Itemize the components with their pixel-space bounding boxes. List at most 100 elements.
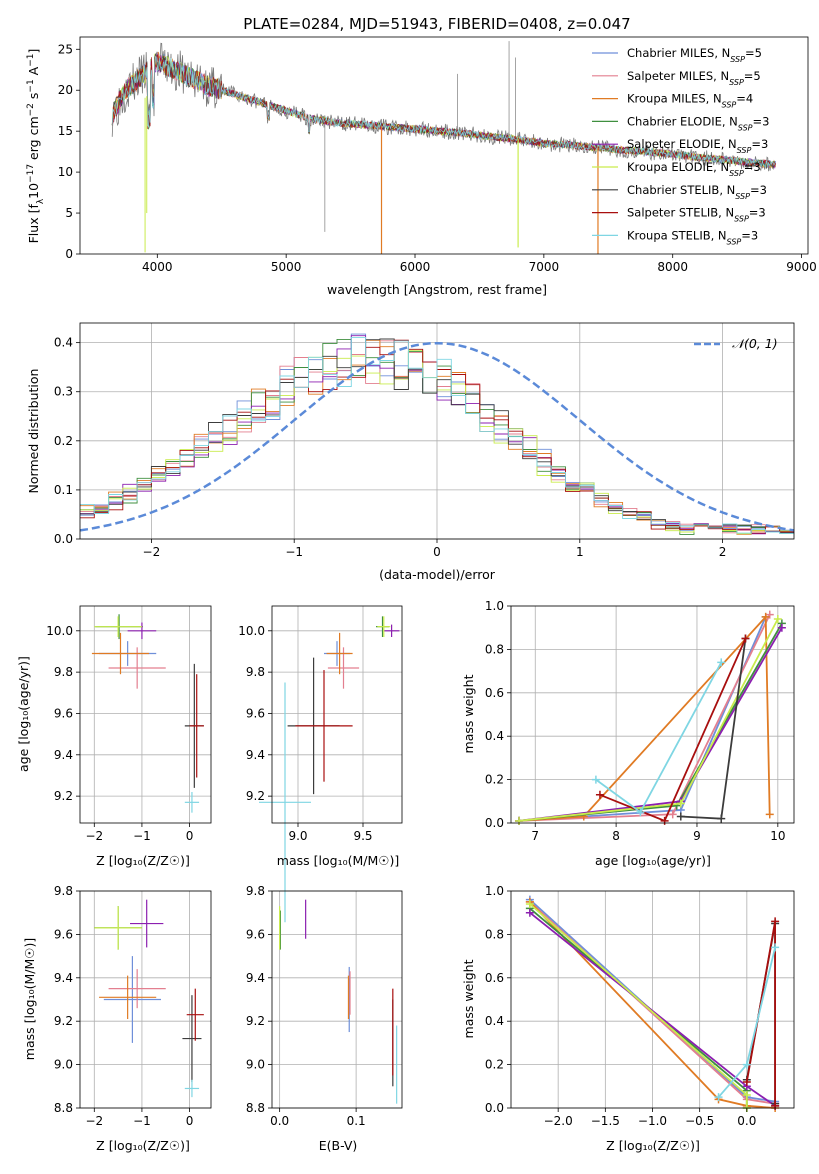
mass-ebv-axes-frame — [271, 890, 403, 1109]
kroupa-miles-weight-marker — [761, 612, 770, 621]
y-tick-label: 0.8 — [485, 642, 504, 656]
x-tick-label: 9.0 — [288, 829, 307, 843]
age-z-xlabel: Z [log₁₀(Z/Z☉)] — [96, 853, 190, 868]
y-tick-label: 0.8 — [485, 927, 504, 941]
chabrier-stelib-legend-label: Chabrier STELIB, NSSP=3 — [627, 183, 767, 201]
salpeter-stelib-weight-marker — [595, 790, 604, 799]
x-tick-label: 9.5 — [353, 829, 372, 843]
kroupa-elodie-errorbar-point — [94, 906, 142, 950]
y-tick-label: 10.0 — [46, 624, 73, 638]
x-tick-label: 6000 — [400, 260, 431, 274]
x-tick-label: 0 — [433, 545, 441, 559]
kroupa-elodie-weight-marker — [515, 816, 524, 825]
x-tick-label: 0 — [186, 829, 194, 843]
kroupa-stelib-weight-marker — [742, 1060, 751, 1069]
y-tick-label: 9.4 — [246, 748, 265, 762]
spectrum-panel: 4000 5000 6000 7000 8000 9000 0 5 10 15 20 25 PLATE… — [26, 15, 817, 297]
age-z-ylabel: age [log₁₀(age/yr)] — [16, 656, 31, 772]
histogram-xlabel: (data-model)/error — [379, 567, 496, 582]
chabrier-miles-errorbar-point — [103, 956, 161, 1043]
x-tick-label: 9 — [693, 829, 701, 843]
x-tick-label: −2 — [85, 1114, 103, 1128]
age-vs-z-panel: −2 −1 0 9.2 9.4 9.6 9.8 10.0 Z [log₁₀(Z/Z☉)] ag… — [16, 605, 212, 868]
kroupa-miles-weight-marker — [765, 810, 774, 819]
x-tick-label: −2.0 — [544, 1114, 573, 1128]
chabrier-miles-legend-label: Chabrier MILES, NSSP=5 — [627, 46, 762, 64]
age-z-axes-frame — [79, 605, 212, 824]
x-tick-label: 4000 — [142, 260, 173, 274]
chabrier-elodie-weight-marker — [672, 801, 681, 810]
y-tick-label: 9.2 — [246, 789, 265, 803]
weight-z-ylabel: mass weight — [461, 959, 476, 1038]
salpeter-elodie-legend-label: Salpeter ELODIE, NSSP=3 — [627, 137, 768, 155]
x-tick-label: 1 — [576, 545, 584, 559]
y-tick-label: 0.3 — [54, 385, 73, 399]
y-tick-label: 9.6 — [54, 927, 73, 941]
x-tick-label: 7000 — [529, 260, 560, 274]
salpeter-miles-weight-marker — [765, 610, 774, 619]
salpeter-miles-errorbar-point — [108, 647, 166, 689]
kroupa-stelib-weight-marker — [636, 808, 645, 817]
y-tick-label: 9.2 — [54, 1014, 73, 1028]
histogram-legend: 𝒩(0, 1) — [694, 336, 778, 351]
salpeter-stelib-weight-marker — [660, 816, 669, 825]
salpeter-stelib-weight-marker — [771, 917, 780, 926]
y-tick-label: 0 — [65, 247, 73, 261]
kroupa-stelib-weight-marker — [717, 658, 726, 667]
weight-vs-z-panel: −2.0 −1.5 −1.0 −0.5 0.0 0.0 0.2 0.4 0.6 0.8 1.0 Z … — [461, 884, 795, 1153]
kroupa-stelib-weight-marker — [771, 943, 780, 952]
salpeter-elodie-errorbar-point — [127, 622, 157, 640]
x-tick-label: 0.0 — [270, 1114, 289, 1128]
y-tick-label: 0.0 — [485, 1101, 504, 1115]
histogram-ylabel: Normed distribution — [26, 369, 41, 494]
age-mass-xlabel: mass [log₁₀(M/M☉)] — [277, 853, 399, 868]
y-tick-label: 1.0 — [485, 599, 504, 613]
x-tick-label: 8 — [612, 829, 620, 843]
salpeter-miles-legend-label: Salpeter MILES, NSSP=5 — [627, 69, 761, 87]
salpeter-elodie-weight-marker — [525, 908, 534, 917]
x-tick-label: 9000 — [786, 260, 817, 274]
salpeter-stelib-weight-marker — [771, 1101, 780, 1110]
y-tick-label: 1.0 — [485, 884, 504, 898]
y-tick-label: 20 — [58, 83, 73, 97]
normal-legend-label: 𝒩(0, 1) — [732, 336, 778, 351]
kroupa-miles-weight-line — [529, 901, 776, 1109]
salpeter-stelib-legend-label: Salpeter STELIB, NSSP=3 — [627, 206, 766, 224]
kroupa-elodie-weight-marker — [773, 615, 782, 624]
mass-z-axes-frame — [79, 890, 212, 1109]
residual-histogram-panel: −2 −1 0 1 2 0.0 0.1 0.2 0.3 0.4 (data-model)/erro… — [26, 322, 795, 582]
x-tick-label: −1 — [133, 829, 151, 843]
x-tick-label: 0.0 — [737, 1114, 756, 1128]
y-tick-label: 0.1 — [54, 483, 73, 497]
salpeter-elodie-errorbar-point — [130, 899, 164, 948]
y-tick-label: 15 — [58, 124, 73, 138]
kroupa-stelib-errorbar-point — [259, 682, 311, 923]
y-tick-label: 9.0 — [54, 1058, 73, 1072]
x-tick-label: −0.5 — [685, 1114, 714, 1128]
kroupa-stelib-weight-marker — [714, 1093, 723, 1102]
kroupa-elodie-legend-label: Kroupa ELODIE, NSSP=3 — [627, 160, 761, 178]
chabrier-stelib-weight-marker — [717, 814, 726, 823]
age-vs-mass-panel: 9.0 9.5 9.2 9.4 9.6 9.8 10.0 mass [log₁₀(M/M☉)… — [238, 605, 403, 923]
y-tick-label: 5 — [65, 206, 73, 220]
x-tick-label: −1.0 — [638, 1114, 667, 1128]
x-tick-label: −1 — [133, 1114, 151, 1128]
y-tick-label: 0.4 — [485, 729, 504, 743]
y-tick-label: 0.2 — [54, 434, 73, 448]
mass-ebv-xlabel: E(B-V) — [319, 1138, 358, 1153]
y-tick-label: 0.6 — [485, 971, 504, 985]
chabrier-stelib-errorbar-point — [182, 995, 202, 1082]
y-tick-label: 0.6 — [485, 686, 504, 700]
x-tick-label: 8000 — [657, 260, 688, 274]
y-tick-label: 0.2 — [485, 1058, 504, 1072]
x-tick-label: 5000 — [271, 260, 302, 274]
y-tick-label: 8.8 — [54, 1101, 73, 1115]
y-tick-label: 9.4 — [246, 971, 265, 985]
kroupa-elodie-weight-marker — [742, 1090, 751, 1099]
y-tick-label: 9.8 — [54, 665, 73, 679]
weight-vs-age-panel: 7 8 9 10 0.0 0.2 0.4 0.6 0.8 1.0 age [log₁₀(age/y… — [461, 599, 795, 868]
kroupa-stelib-legend-label: Kroupa STELIB, NSSP=3 — [627, 228, 758, 246]
spectrum-title: PLATE=0284, MJD=51943, FIBERID=0408, z=0… — [243, 15, 630, 33]
chabrier-stelib-histogram — [80, 338, 794, 534]
kroupa-stelib-errorbar-point — [184, 792, 200, 813]
